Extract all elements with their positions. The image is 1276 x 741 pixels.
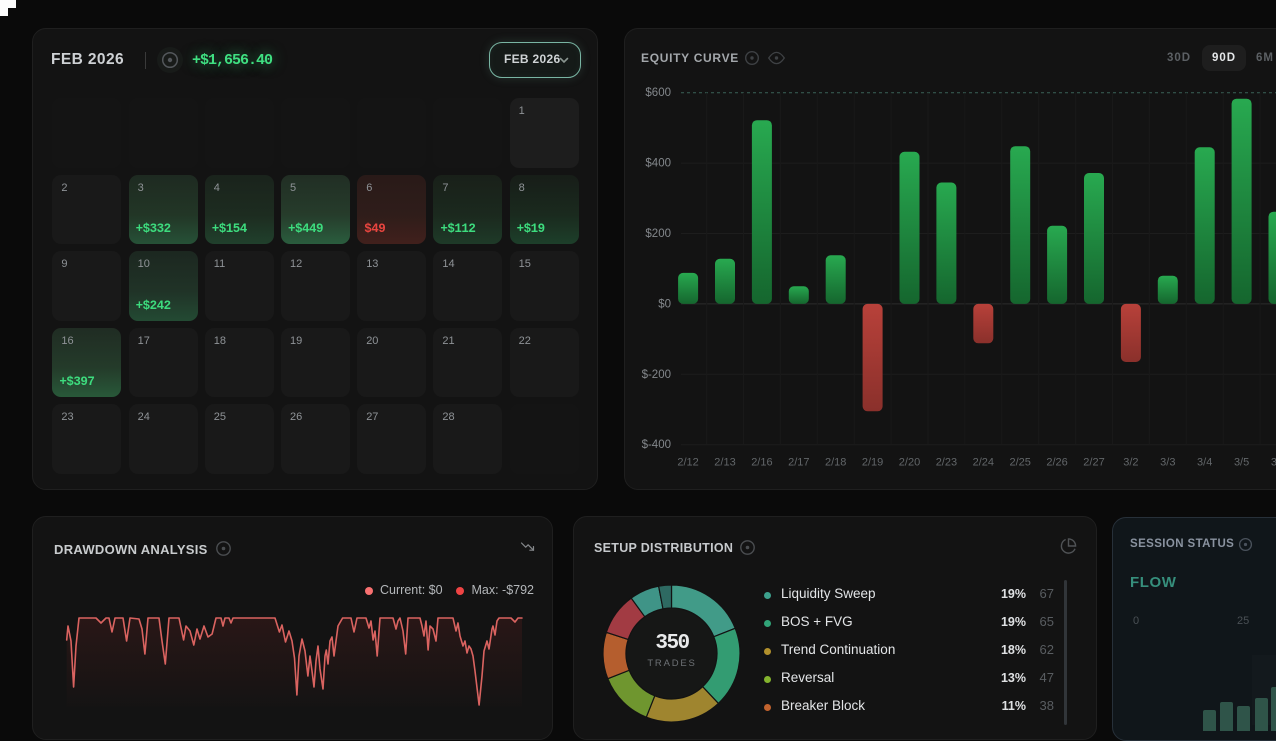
svg-text:2/16: 2/16 xyxy=(751,457,772,469)
svg-text:2/18: 2/18 xyxy=(825,457,846,469)
svg-text:2/25: 2/25 xyxy=(1009,457,1030,469)
svg-text:$-200: $-200 xyxy=(642,369,671,381)
svg-text:3/6: 3/6 xyxy=(1271,457,1276,469)
svg-text:2/19: 2/19 xyxy=(862,457,883,469)
svg-text:$200: $200 xyxy=(645,228,671,240)
svg-text:2/27: 2/27 xyxy=(1083,457,1104,469)
svg-text:2/20: 2/20 xyxy=(899,457,920,469)
svg-text:2/23: 2/23 xyxy=(936,457,957,469)
svg-text:$400: $400 xyxy=(645,158,671,170)
svg-text:$-400: $-400 xyxy=(642,439,671,451)
svg-text:$0: $0 xyxy=(658,298,671,310)
svg-text:2/12: 2/12 xyxy=(677,457,698,469)
svg-text:2/17: 2/17 xyxy=(788,457,809,469)
svg-text:2/13: 2/13 xyxy=(714,457,735,469)
svg-text:2/24: 2/24 xyxy=(973,457,994,469)
svg-text:3/4: 3/4 xyxy=(1197,457,1212,469)
svg-text:3/3: 3/3 xyxy=(1160,457,1175,469)
svg-text:2/26: 2/26 xyxy=(1046,457,1067,469)
svg-text:$600: $600 xyxy=(645,87,671,99)
svg-text:3/2: 3/2 xyxy=(1123,457,1138,469)
svg-text:3/5: 3/5 xyxy=(1234,457,1249,469)
